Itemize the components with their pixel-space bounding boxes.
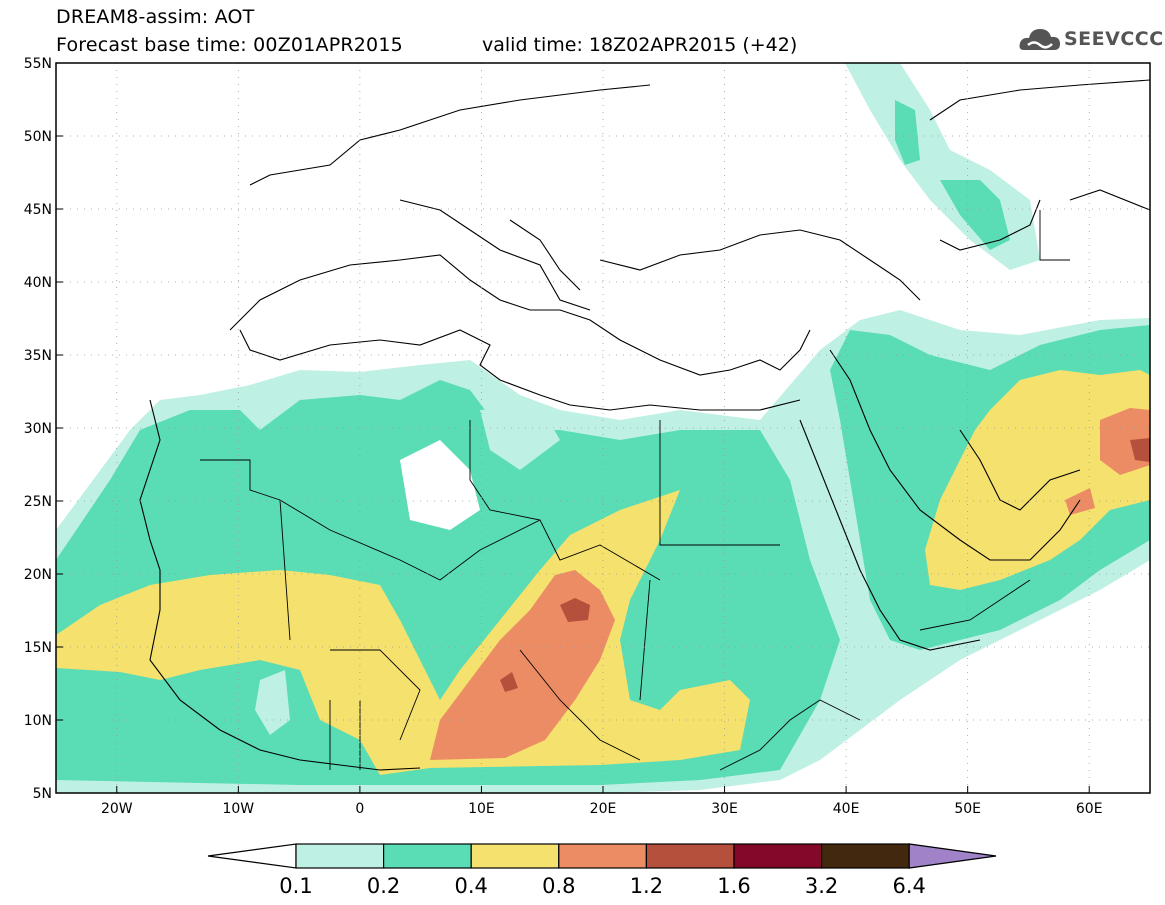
lon-tick-label: 20W	[101, 801, 133, 817]
cloud-icon	[1019, 29, 1060, 50]
lat-tick-label: 55N	[24, 56, 52, 72]
lon-tick-label: 20E	[590, 801, 617, 817]
colorbar-box	[733, 843, 823, 869]
aot-region-1.2	[500, 672, 518, 692]
lat-tick-label: 35N	[24, 348, 52, 364]
colorbar-level-label: 1.6	[717, 874, 750, 898]
lon-tick-label: 0	[355, 801, 364, 817]
colorbar-box	[295, 843, 385, 869]
lat-tick-label: 40N	[24, 275, 52, 291]
colorbar-level-label: 0.8	[542, 874, 575, 898]
lon-tick-label: 60E	[1076, 801, 1103, 817]
colorbar-box	[645, 843, 735, 869]
aot-region-1.2	[560, 598, 590, 622]
aot-region-below-0.1	[400, 440, 480, 530]
lat-tick-label: 25N	[24, 494, 52, 510]
lat-tick-label: 30N	[24, 421, 52, 437]
lon-tick-label: 50E	[954, 801, 981, 817]
logo-text: SEEVCCC	[1064, 28, 1164, 50]
country-borders	[200, 210, 1070, 771]
colorbar-over-triangle	[908, 843, 997, 869]
lon-tick-label: 40E	[833, 801, 860, 817]
aot-region-0.8	[1065, 488, 1095, 515]
aot-region-0.4	[56, 490, 750, 775]
colorbar-box	[820, 843, 910, 869]
coastlines	[139, 79, 1150, 771]
colorbar-box	[383, 843, 472, 869]
colorbar-under-triangle	[207, 843, 297, 869]
aot-region-0.4	[925, 370, 1150, 590]
lat-tick-label: 10N	[24, 713, 52, 729]
latitude-axis: 55N 50N 45N 40N 35N 30N 25N 20N 15N 10N 5N	[24, 56, 63, 802]
colorbar-level-label: 6.4	[892, 874, 925, 898]
forecast-base-time: Forecast base time: 00Z01APR2015	[56, 34, 403, 56]
aot-region-1.2	[1130, 438, 1150, 462]
aot-region-below-0.1	[255, 670, 290, 735]
aot-region-below-0.1	[480, 405, 560, 470]
colorbar-box	[470, 843, 560, 869]
lat-tick-label: 50N	[24, 129, 52, 145]
aot-region-0.2	[56, 380, 840, 785]
lat-tick-label: 20N	[24, 567, 52, 583]
lat-tick-label: 45N	[24, 202, 52, 218]
lon-tick-label: 10E	[468, 801, 495, 817]
seevccc-logo: SEEVCCC	[1018, 24, 1163, 56]
colorbar-level-label: 0.2	[367, 874, 400, 898]
colorbar-level-label: 0.1	[279, 874, 312, 898]
lat-tick-label: 5N	[33, 786, 52, 802]
aot-region-0.2	[895, 100, 920, 165]
map-title: DREAM8-assim: AOT	[56, 6, 255, 28]
aot-region-0.2	[940, 180, 1010, 250]
colorbar-level-label: 1.2	[630, 874, 663, 898]
colorbar-level-label: 3.2	[805, 874, 838, 898]
longitude-axis: 20W 10W 0 10E 20E 30E 40E 50E 60E	[101, 786, 1103, 817]
colorbar-box	[558, 843, 647, 869]
lon-tick-label: 10W	[222, 801, 254, 817]
lon-tick-label: 30E	[711, 801, 738, 817]
valid-time: valid time: 18Z02APR2015 (+42)	[482, 34, 798, 56]
colorbar-level-label: 0.4	[454, 874, 487, 898]
lat-tick-label: 15N	[24, 640, 52, 656]
